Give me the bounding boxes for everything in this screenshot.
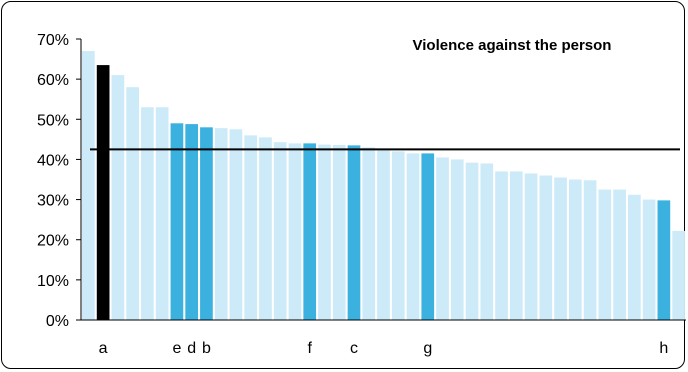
bar bbox=[244, 135, 258, 320]
y-tick-label: 70% bbox=[37, 32, 69, 49]
x-label-b: b bbox=[202, 340, 211, 357]
bar bbox=[82, 51, 95, 321]
bar bbox=[539, 175, 553, 320]
y-tick-label: 30% bbox=[37, 193, 69, 210]
bar bbox=[568, 179, 582, 320]
bar bbox=[628, 194, 641, 320]
bar bbox=[598, 189, 612, 320]
y-tick-label: 20% bbox=[37, 233, 69, 250]
bar bbox=[111, 75, 125, 320]
bar-g bbox=[421, 153, 435, 320]
x-label-e: e bbox=[172, 340, 181, 357]
bar bbox=[465, 162, 479, 320]
bar bbox=[391, 151, 405, 320]
bar bbox=[613, 189, 626, 320]
bar bbox=[509, 171, 523, 320]
y-axis-ticks: 0% 10% 20% 30% 40% 50% 60% 70% bbox=[37, 32, 81, 330]
y-tick-label: 50% bbox=[37, 112, 69, 129]
bar bbox=[229, 129, 243, 320]
bar bbox=[672, 230, 685, 320]
bar bbox=[406, 153, 420, 320]
bar bbox=[141, 107, 154, 320]
bar bbox=[155, 107, 169, 320]
bar-series bbox=[82, 51, 685, 321]
bar-d bbox=[185, 124, 199, 320]
bar bbox=[480, 163, 494, 320]
y-tick-label: 40% bbox=[37, 152, 69, 169]
bar bbox=[259, 137, 272, 320]
bar-e bbox=[170, 123, 184, 320]
bar-a bbox=[96, 65, 110, 320]
bar bbox=[362, 147, 376, 320]
bar-c bbox=[347, 145, 361, 320]
bar-h bbox=[657, 200, 671, 320]
bar bbox=[126, 87, 139, 321]
y-tick-label: 10% bbox=[37, 273, 69, 290]
bar bbox=[273, 142, 287, 320]
bar bbox=[288, 143, 302, 320]
bar-f bbox=[303, 143, 317, 320]
x-label-c: c bbox=[350, 340, 358, 357]
y-tick-label: 60% bbox=[37, 72, 69, 89]
bar bbox=[583, 180, 597, 320]
y-tick-label: 0% bbox=[46, 313, 69, 330]
bar bbox=[495, 171, 508, 320]
bar bbox=[377, 149, 390, 320]
bar bbox=[318, 144, 331, 320]
bar bbox=[436, 157, 449, 320]
bar bbox=[214, 128, 228, 320]
x-label-a: a bbox=[99, 340, 108, 357]
x-label-g: g bbox=[423, 340, 432, 357]
bar bbox=[554, 177, 567, 320]
bar bbox=[450, 159, 464, 320]
x-label-h: h bbox=[659, 340, 668, 357]
chart-title: Violence against the person bbox=[413, 37, 612, 54]
x-label-d: d bbox=[187, 340, 196, 357]
bar bbox=[524, 173, 538, 320]
bar-b bbox=[200, 127, 213, 320]
bar bbox=[642, 199, 656, 320]
bar bbox=[332, 144, 346, 320]
x-label-f: f bbox=[307, 340, 312, 357]
